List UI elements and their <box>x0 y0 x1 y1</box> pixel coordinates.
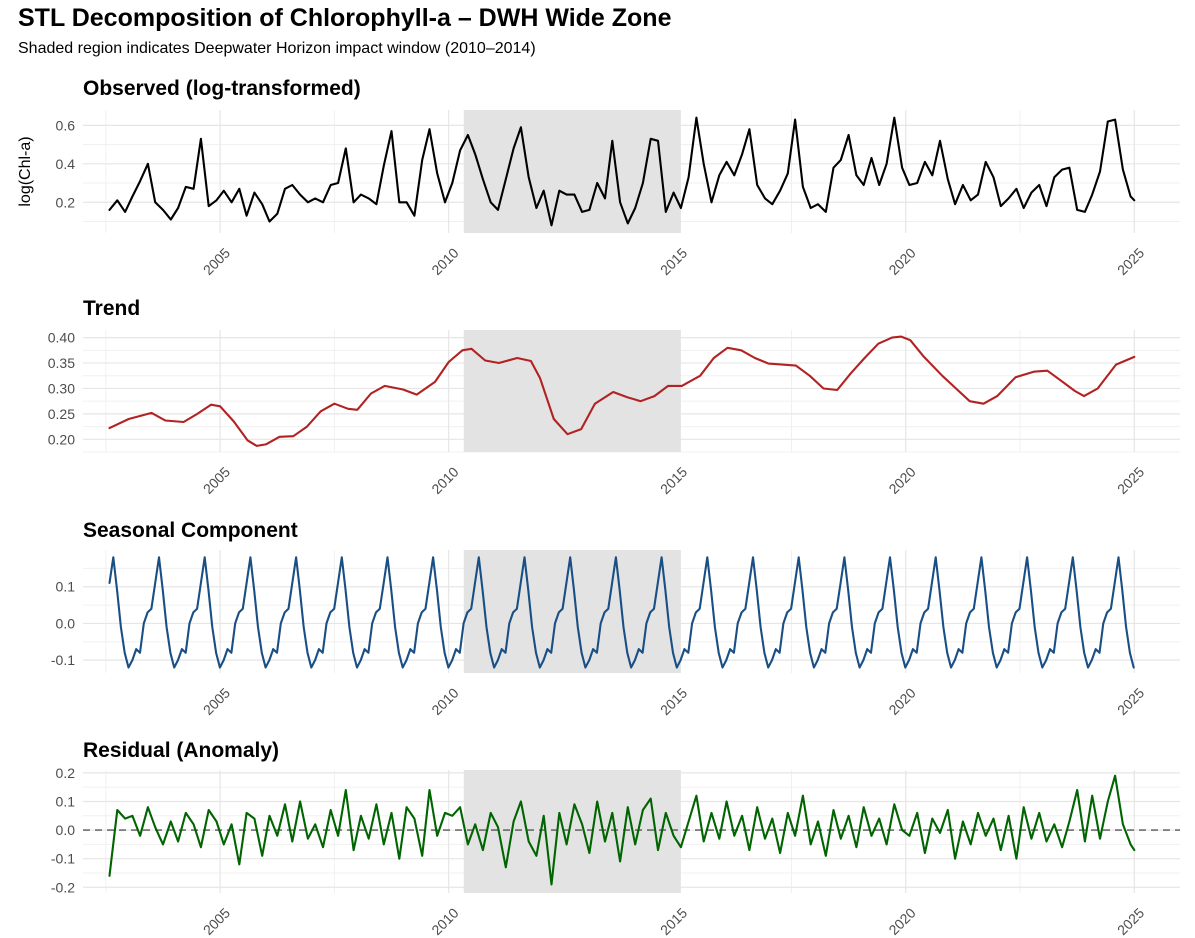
x-tick-label: 2025 <box>1114 245 1147 278</box>
y-tick-label: 0.20 <box>48 431 75 447</box>
y-tick-label: 0.30 <box>48 380 75 396</box>
series-line <box>108 556 1135 669</box>
x-tick-label: 2015 <box>657 685 690 718</box>
x-tick-label: 2020 <box>885 464 918 497</box>
y-tick-label: 0.25 <box>48 406 75 422</box>
x-tick-label: 2010 <box>428 905 461 938</box>
y-tick-label: 0.40 <box>48 330 75 346</box>
x-tick-label: 2025 <box>1114 685 1147 718</box>
x-tick-label: 2010 <box>428 685 461 718</box>
x-tick-label: 2005 <box>200 905 233 938</box>
x-tick-label: 2015 <box>657 905 690 938</box>
panel-title: Observed (log-transformed) <box>83 77 361 100</box>
y-axis-label: log(Chl-a) <box>17 136 34 206</box>
panel-title: Trend <box>83 297 140 320</box>
y-tick-label: 0.0 <box>56 822 76 838</box>
x-tick-label: 2010 <box>428 464 461 497</box>
x-tick-label: 2005 <box>200 245 233 278</box>
x-tick-label: 2015 <box>657 245 690 278</box>
y-tick-label: 0.4 <box>56 156 76 172</box>
x-tick-label: 2005 <box>200 685 233 718</box>
panel-4: Residual (Anomaly) -0.2 -0.1 0.0 0.1 0.2 2005 2… <box>51 739 1180 938</box>
series-line <box>108 335 1136 447</box>
y-tick-label: 0.6 <box>56 117 76 133</box>
series-line <box>108 116 1136 227</box>
y-tick-label: 0.35 <box>48 355 75 371</box>
x-tick-label: 2025 <box>1114 464 1147 497</box>
chart-title: STL Decomposition of Chlorophyll-a – DWH… <box>18 4 672 32</box>
impact-window-shade <box>463 110 681 233</box>
x-tick-label: 2010 <box>428 245 461 278</box>
panel-1: Observed (log-transformed) 0.2 0.4 0.6 2005 2… <box>17 77 1180 278</box>
y-tick-label: -0.1 <box>51 652 75 668</box>
impact-window-shade <box>463 330 681 452</box>
x-tick-label: 2020 <box>885 245 918 278</box>
x-tick-label: 2015 <box>657 464 690 497</box>
x-tick-label: 2025 <box>1114 905 1147 938</box>
y-tick-label: 0.0 <box>56 615 76 631</box>
series-line <box>108 774 1136 886</box>
x-tick-label: 2005 <box>200 464 233 497</box>
y-tick-label: -0.2 <box>51 879 75 895</box>
y-tick-label: -0.1 <box>51 851 75 867</box>
x-tick-label: 2020 <box>885 685 918 718</box>
chart-subtitle: Shaded region indicates Deepwater Horizo… <box>18 40 536 57</box>
panel-title: Residual (Anomaly) <box>83 739 279 762</box>
y-tick-label: 0.2 <box>56 194 76 210</box>
panel-title: Seasonal Component <box>83 519 298 542</box>
panel-3: Seasonal Component -0.1 0.0 0.1 2005 2010 2015… <box>51 519 1180 718</box>
y-tick-label: 0.1 <box>56 579 76 595</box>
y-tick-label: 0.2 <box>56 765 76 781</box>
y-tick-label: 0.1 <box>56 793 76 809</box>
impact-window-shade <box>463 770 681 893</box>
x-tick-label: 2020 <box>885 905 918 938</box>
panel-2: Trend 0.20 0.25 0.30 0.35 0.40 2005 2010 2015 202… <box>48 297 1180 497</box>
